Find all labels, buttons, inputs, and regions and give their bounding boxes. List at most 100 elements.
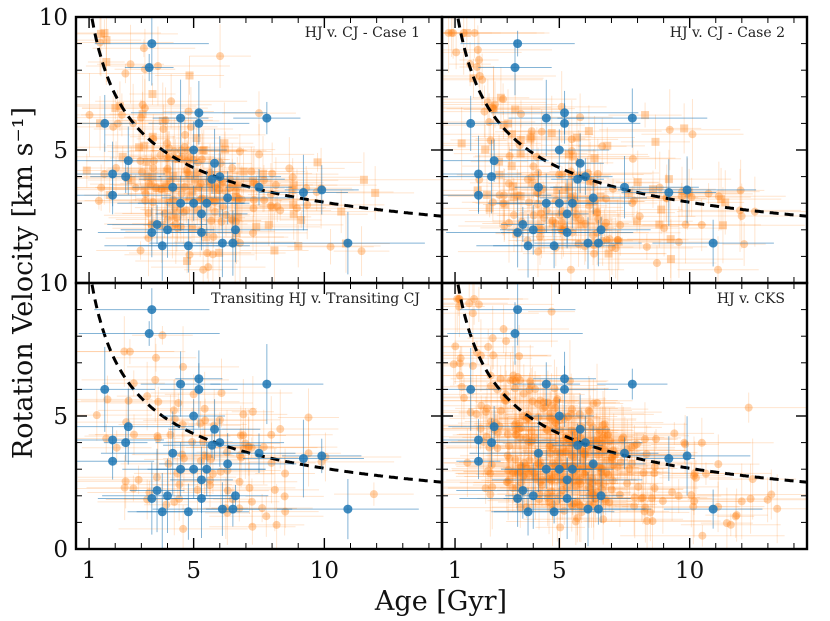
comparison-point [153,62,162,71]
hj-point [588,459,598,469]
comparison-point [628,199,637,208]
comparison-point [538,481,547,490]
comparison-point [136,246,145,255]
comparison-point-square [188,224,197,233]
hj-point [202,198,212,208]
comparison-point [97,183,106,192]
comparison-point [292,204,301,213]
comparison-point-square [259,170,268,179]
comparison-point [517,423,526,432]
comparison-point [207,216,216,225]
comparison-point [219,202,228,211]
comparison-point [112,443,121,452]
comparison-point-square [162,181,171,190]
comparison-point [535,232,544,241]
comparison-point-square [680,124,689,133]
comparison-point [605,235,614,244]
comparison-point [470,28,479,37]
comparison-point-square [462,28,471,37]
comparison-point [511,377,520,386]
comparison-point [520,470,529,479]
hj-point [147,227,157,237]
comparison-point [183,168,192,177]
hj-point [474,456,483,466]
comparison-point [579,469,588,478]
panel-3-plot-area [76,283,442,549]
comparison-point [208,250,217,259]
comparison-point [357,247,366,256]
comparison-point [593,208,602,217]
panel-frame [440,281,809,551]
comparison-point [600,431,609,440]
comparison-point [304,449,313,458]
comparison-point [217,217,226,226]
comparison-point [567,135,576,144]
comparison-point [746,494,755,503]
comparison-point [154,397,163,406]
comparison-point-square [268,203,277,212]
comparison-point [585,408,594,417]
comparison-point [689,471,698,480]
comparison-point-square [135,143,144,152]
hj-point [152,485,162,495]
comparison-point [126,60,135,69]
comparison-point [586,418,595,427]
comparison-point [647,494,656,503]
comparison-point [680,438,689,447]
comparison-point-square [516,135,525,144]
panel-4: HJ v. CKS 1 5 10 [440,281,809,584]
comparison-point [141,196,150,205]
comparison-point [652,259,661,268]
comparison-point-square [655,220,664,229]
hj-point [196,227,206,237]
comparison-point [239,431,248,440]
comparison-point [637,494,646,503]
panel-title: HJ v. CJ - Case 2 [670,25,785,41]
comparison-point [561,447,570,456]
comparison-point [234,194,243,203]
comparison-point-square [202,233,211,242]
comparison-point [650,484,659,493]
panel-1-plot-area [76,17,442,283]
comparison-point [505,454,514,463]
comparison-point-square [489,104,498,113]
x-axis-title: Age [Gyr] [374,586,507,617]
comparison-point [538,404,547,413]
comparison-point [171,219,180,228]
comparison-point [216,467,225,476]
comparison-point [512,430,521,439]
panel-title: Transiting HJ v. Transiting CJ [211,291,420,307]
comparison-point [687,193,696,202]
comparison-point [245,483,254,492]
comparison-point [163,164,172,173]
comparison-point [545,475,554,484]
comparison-point [259,176,268,185]
comparison-point [584,406,593,415]
comparison-point [687,491,696,500]
comparison-point [516,467,525,476]
hj-point [682,185,692,195]
hj-point [196,493,206,503]
hj-point [262,113,272,123]
comparison-point [630,502,639,511]
comparison-point [235,147,244,156]
comparison-point [449,360,458,369]
comparison-point [528,397,537,406]
comparison-point-square [142,157,151,166]
comparison-point [523,175,532,184]
comparison-point [737,212,746,221]
comparison-point [303,200,312,209]
comparison-point [474,56,483,65]
comparison-point [472,62,481,71]
comparison-point [543,426,552,435]
comparison-point [525,198,534,207]
model-curve [456,283,807,484]
comparison-point-square [717,195,726,204]
comparison-point-square [168,211,177,220]
comparison-point [237,195,246,204]
comparison-point [516,503,525,512]
comparison-point [273,202,282,211]
comparison-point [186,153,195,162]
comparison-point [140,104,149,113]
comparison-point [288,173,297,182]
